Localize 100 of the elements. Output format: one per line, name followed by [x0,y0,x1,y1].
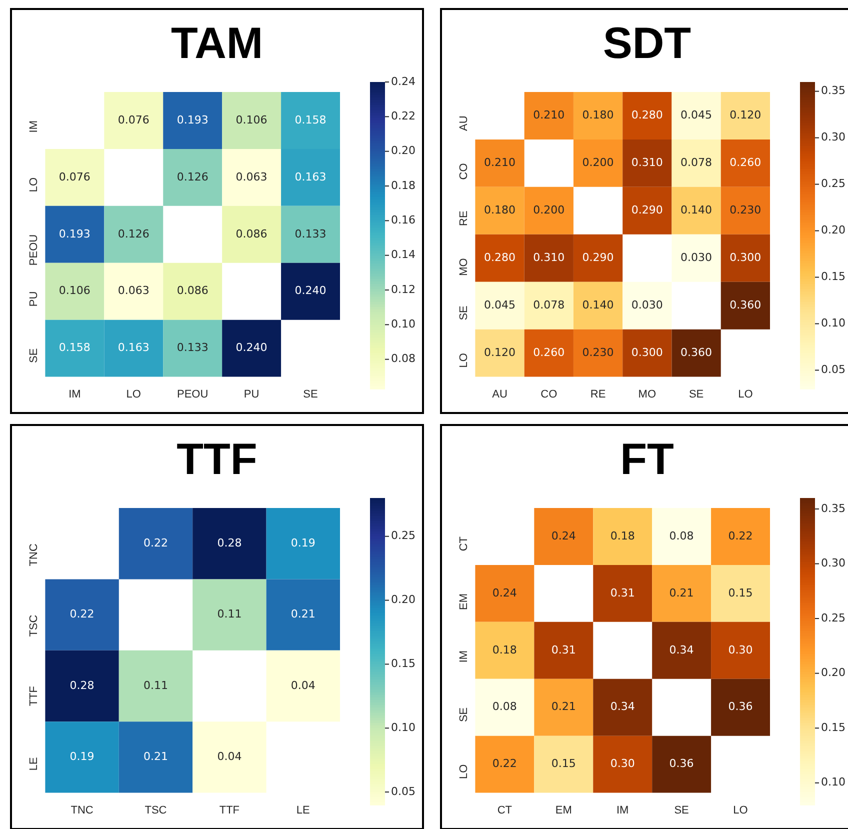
data-label: 0.158 [58,341,90,354]
y-tick-label: SE [458,707,470,722]
data-label: 0.063 [118,284,150,298]
y-tick-label: SE [458,306,470,320]
x-tick-label: LO [733,804,748,816]
data-label: 0.15 [728,586,753,600]
color-bar-label: 0.25 [391,529,416,542]
color-bar-label: 0.05 [391,784,416,798]
data-label: 0.260 [730,156,762,170]
y-tick-label: CT [458,536,470,552]
data-label: 0.31 [551,643,576,656]
data-label: 0.28 [217,536,242,550]
color-bar-label: 0.22 [391,110,416,123]
color-bar-label: 0.15 [391,657,416,670]
data-label: 0.210 [533,108,565,122]
data-label: 0.230 [730,204,762,217]
data-label: 0.22 [728,529,753,542]
data-label: 0.133 [176,341,208,354]
y-tick-label: TSC [28,614,40,637]
data-label: 0.15 [551,757,576,770]
data-label: 0.076 [58,170,90,184]
data-label: 0.08 [669,529,694,542]
x-tick-label: IM [616,804,629,816]
data-label: 0.140 [582,298,614,312]
data-label: 0.045 [680,108,712,122]
y-tick-label: PEOU [28,234,40,266]
data-label: 0.04 [217,750,242,764]
x-tick-label: PEOU [177,388,208,400]
data-label: 0.280 [484,250,516,264]
y-tick-label: TNC [28,544,40,566]
data-label: 0.163 [294,170,326,184]
data-label: 0.200 [582,156,614,170]
color-bar-label: 0.20 [391,593,416,606]
x-tick-label: PU [244,388,260,400]
data-label: 0.158 [294,113,326,126]
data-label: 0.36 [669,757,694,770]
data-label: 0.22 [492,757,517,770]
y-tick-label: LO [458,764,470,780]
color-bar-label: 0.12 [391,282,416,296]
data-label: 0.078 [533,298,565,312]
y-tick-label: MO [458,258,470,276]
data-label: 0.19 [290,536,316,550]
data-label: 0.260 [533,346,565,359]
y-tick-label: CO [458,162,470,180]
data-label: 0.200 [533,204,565,217]
y-tick-label: LO [28,177,40,192]
data-label: 0.360 [730,298,762,312]
data-label: 0.04 [290,678,316,692]
y-tick-label: AU [458,116,470,132]
data-label: 0.22 [144,536,168,550]
data-label: 0.310 [533,250,565,264]
data-label: 0.21 [290,608,316,621]
color-bar-label: 0.25 [821,611,846,624]
data-label: 0.30 [728,643,753,656]
color-bar-label: 0.08 [391,352,416,366]
data-label: 0.030 [631,298,663,312]
color-bar-label: 0.35 [821,502,846,515]
data-label: 0.08 [492,700,517,714]
color-bar-label: 0.10 [391,318,416,331]
data-label: 0.240 [294,284,326,298]
x-tick-label: LO [738,388,754,400]
data-label: 0.290 [631,204,663,217]
x-tick-label: LE [296,804,310,816]
color-bar-label: 0.05 [821,363,846,376]
color-bar-label: 0.15 [821,270,846,284]
data-label: 0.22 [70,608,94,621]
y-tick-label: IM [458,650,470,663]
x-tick-label: SE [303,388,318,400]
x-tick-label: CO [540,388,558,400]
x-tick-label: SE [688,388,704,400]
data-label: 0.21 [551,700,576,714]
y-tick-label: EM [458,593,470,610]
color-bar-label: 0.30 [821,130,846,144]
data-label: 0.34 [610,700,635,714]
data-label: 0.133 [294,227,326,240]
x-tick-label: AU [492,388,508,400]
color-bar-label: 0.20 [821,224,846,237]
x-tick-label: RE [590,388,606,400]
y-tick-label: LE [28,757,40,771]
y-tick-label: TTF [28,686,40,706]
data-label: 0.180 [484,204,516,217]
data-label: 0.106 [58,284,90,298]
x-tick-label: EM [555,804,572,816]
chart-title: TTF [176,434,258,486]
data-label: 0.18 [492,643,517,656]
color-bar-label: 0.10 [821,776,846,789]
data-label: 0.290 [582,250,614,264]
x-tick-label: IM [68,388,81,400]
data-label: 0.120 [730,108,762,122]
data-label: 0.310 [631,156,663,170]
data-label: 0.21 [144,750,168,764]
data-label: 0.280 [631,108,663,122]
y-tick-label: PU [28,291,40,307]
y-tick-label: RE [458,210,470,226]
data-label: 0.28 [70,678,94,692]
data-label: 0.045 [484,298,516,312]
color-bar-label: 0.20 [821,666,846,680]
color-bar-label: 0.20 [391,144,416,158]
color-bar-label: 0.10 [821,316,846,330]
data-label: 0.076 [118,113,150,126]
